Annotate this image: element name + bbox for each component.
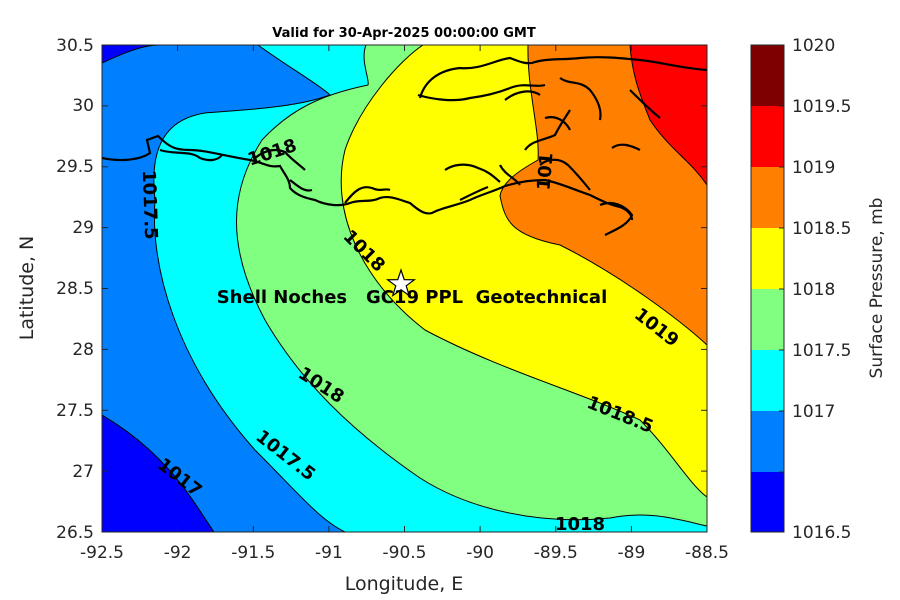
- y-tick-label: 30: [72, 96, 94, 116]
- y-tick-label: 28: [72, 340, 94, 360]
- y-tick-label: 29: [72, 218, 94, 238]
- colorbar-band: [751, 289, 784, 350]
- coastline: [102, 56, 707, 236]
- colorbar-tick-label: 1017.5: [792, 341, 851, 361]
- colorbar-band: [751, 167, 784, 228]
- colorbar-tick-label: 1019.5: [792, 97, 851, 117]
- y-tick-label: 27: [72, 462, 94, 482]
- colorbar: 1020 1019.5 1019 1018.5 1018 1017.5 1017…: [750, 36, 887, 543]
- y-axis: 26.5 27 27.5 28 28.5 29 29.5 30 30.5 Lat…: [16, 36, 707, 543]
- x-axis: -92.5 -92 -91.5 -91 -90.5 -90 -89.5 -89 …: [80, 45, 729, 595]
- y-tick-label: 27.5: [56, 401, 94, 421]
- x-tick-label: -89: [618, 543, 646, 563]
- colorbar-tick-label: 1018.5: [792, 219, 851, 239]
- plot-title: Valid for 30-Apr-2025 00:00:00 GMT: [272, 26, 536, 41]
- coastline-north: [417, 56, 707, 151]
- x-tick-label: -89.5: [534, 543, 578, 563]
- colorbar-tick-label: 1017: [792, 402, 835, 422]
- y-tick-label: 28.5: [56, 279, 94, 299]
- x-tick-label: -91.5: [231, 543, 275, 563]
- x-tick-label: -90.5: [383, 543, 427, 563]
- x-tick-label: -88.5: [685, 543, 729, 563]
- site-marker: Shell Noches GC19 PPL Geotechnical: [217, 268, 608, 308]
- coastline-bays: [159, 109, 634, 236]
- contour-label: 1018: [555, 514, 605, 535]
- y-tick-label: 30.5: [56, 36, 94, 56]
- star-icon: [385, 268, 417, 298]
- y-tick-label: 26.5: [56, 523, 94, 543]
- coastline-main: [102, 134, 634, 221]
- colorbar-band: [751, 411, 784, 472]
- x-tick-label: -92: [164, 543, 192, 563]
- contour-label: 101: [533, 152, 557, 191]
- contour-label: 1017.5: [138, 170, 161, 240]
- colorbar-tick-label: 1018: [792, 280, 835, 300]
- site-label: Shell Noches GC19 PPL Geotechnical: [217, 287, 608, 308]
- x-tick-label: -91: [315, 543, 343, 563]
- colorbar-band: [751, 106, 784, 167]
- x-axis-title: Longitude, E: [345, 573, 464, 595]
- x-tick-label: -90: [466, 543, 494, 563]
- y-tick-label: 29.5: [56, 157, 94, 177]
- x-tick-label: -92.5: [80, 543, 124, 563]
- colorbar-tick-label: 1020: [792, 36, 835, 56]
- colorbar-tick-label: 1016.5: [792, 523, 851, 543]
- colorbar-tick-label: 1019: [792, 158, 835, 178]
- colorbar-title: Surface Pressure, mb: [867, 198, 887, 379]
- y-axis-title: Latitude, N: [16, 236, 38, 341]
- colorbar-band: [751, 472, 784, 532]
- colorbar-band: [751, 350, 784, 411]
- colorbar-band: [751, 228, 784, 289]
- contour-band-1019-5: [629, 45, 707, 186]
- colorbar-band: [751, 45, 784, 106]
